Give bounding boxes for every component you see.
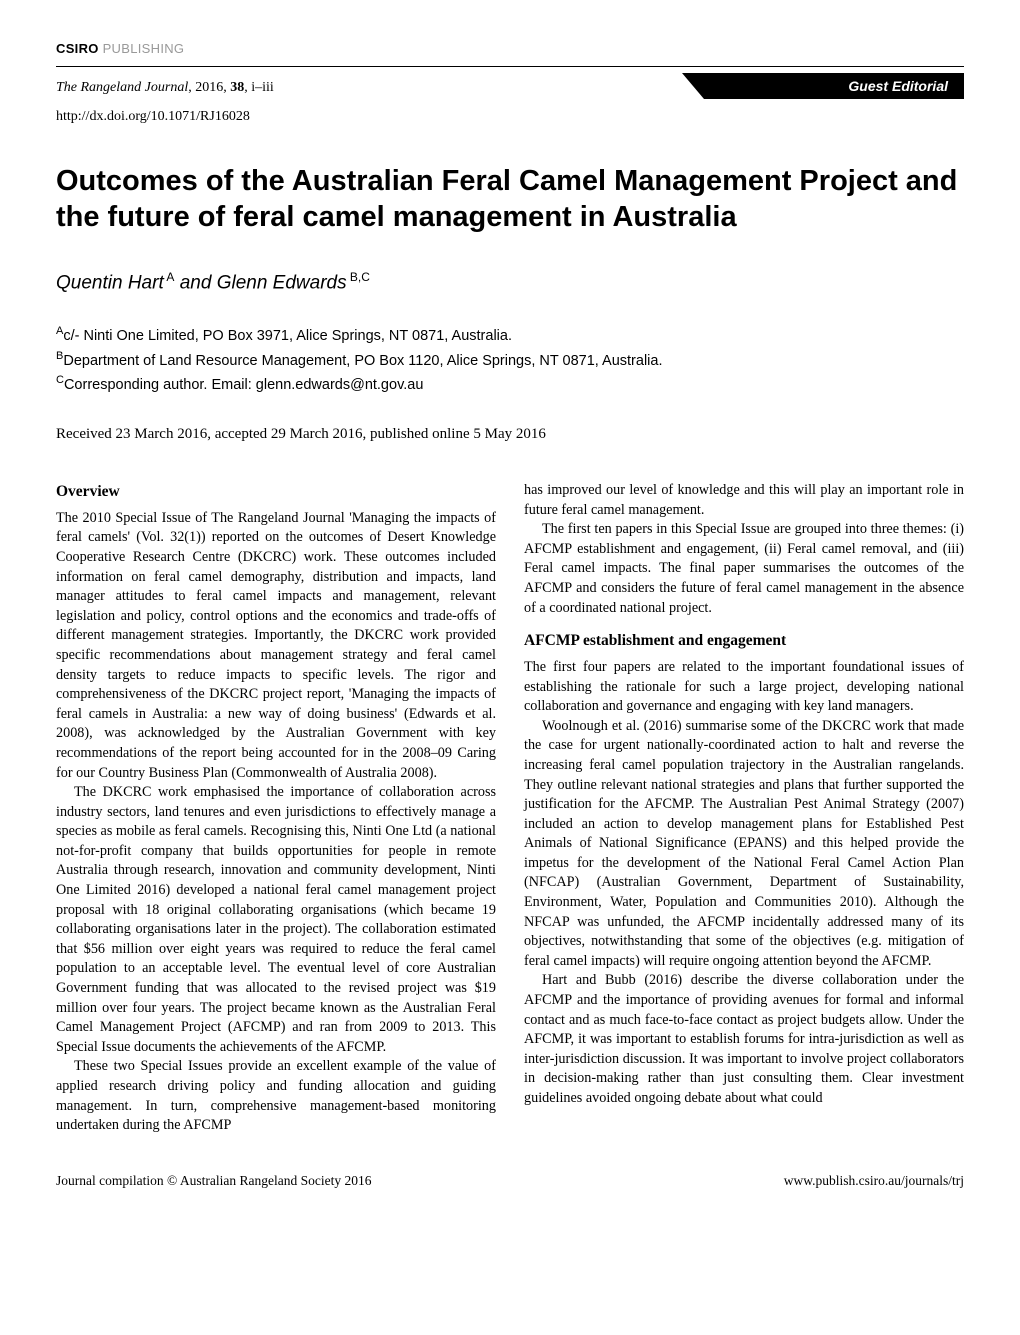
affiliations: Ac/- Ninti One Limited, PO Box 3971, Ali… [56,323,964,396]
afcmp-p2: Woolnough et al. (2016) summarise some o… [524,717,964,972]
footer: Journal compilation © Australian Rangela… [56,1172,964,1191]
author-1: Quentin Hart [56,273,164,294]
header-row: CSIRO PUBLISHING [56,40,964,58]
affil-a: Ac/- Ninti One Limited, PO Box 3971, Ali… [56,323,964,347]
meta-row: The Rangeland Journal, 2016, 38, i–iii G… [56,73,964,103]
overview-p3: These two Special Issues provide an exce… [56,1057,496,1135]
author-2: Glenn Edwards [217,273,347,294]
section-banner: Guest Editorial [704,73,964,103]
author-1-sup: A [164,270,175,284]
volume: 38 [230,80,244,95]
footer-right: www.publish.csiro.au/journals/trj [784,1172,964,1191]
footer-left: Journal compilation © Australian Rangela… [56,1172,371,1191]
column-left: Overview The 2010 Special Issue of The R… [56,481,496,1136]
doi-link[interactable]: http://dx.doi.org/10.1071/RJ16028 [56,107,964,127]
publisher-line: CSIRO PUBLISHING [56,40,184,58]
afcmp-p1: The first four papers are related to the… [524,658,964,717]
affil-c: CCorresponding author. Email: glenn.edwa… [56,372,964,396]
banner-label: Guest Editorial [848,77,948,97]
header-rule [56,66,964,67]
publisher-name-1: CSIRO [56,41,99,56]
overview-p1: The 2010 Special Issue of The Rangeland … [56,509,496,783]
author-line: Quentin Hart A and Glenn Edwards B,C [56,269,964,297]
received-line: Received 23 March 2016, accepted 29 Marc… [56,424,964,445]
overview-p2: The DKCRC work emphasised the importance… [56,783,496,1057]
affil-a-text: c/- Ninti One Limited, PO Box 3971, Alic… [63,328,512,344]
column-right: has improved our level of knowledge and … [524,481,964,1136]
afcmp-p3: Hart and Bubb (2016) describe the divers… [524,971,964,1108]
banner-triangle-icon [682,73,704,99]
page-container: CSIRO PUBLISHING The Rangeland Journal, … [0,0,1020,1221]
body-columns: Overview The 2010 Special Issue of The R… [56,481,964,1136]
journal-name: The Rangeland Journal [56,80,188,95]
pages: , i–iii [244,80,274,95]
author-2-sup: B,C [347,270,370,284]
afcmp-heading: AFCMP establishment and engagement [524,630,964,652]
author-and: and [180,273,217,294]
affil-c-text: Corresponding author. Email: glenn.edwar… [64,377,423,393]
overview-heading: Overview [56,481,496,503]
col2-p1: has improved our level of knowledge and … [524,481,964,520]
affil-b-text: Department of Land Resource Management, … [63,352,662,368]
article-title: Outcomes of the Australian Feral Camel M… [56,163,964,236]
journal-details: , 2016, [188,80,230,95]
col2-p2: The first ten papers in this Special Iss… [524,520,964,618]
journal-line: The Rangeland Journal, 2016, 38, i–iii [56,78,274,98]
affil-b: BDepartment of Land Resource Management,… [56,348,964,372]
publisher-name-2: PUBLISHING [99,41,185,56]
